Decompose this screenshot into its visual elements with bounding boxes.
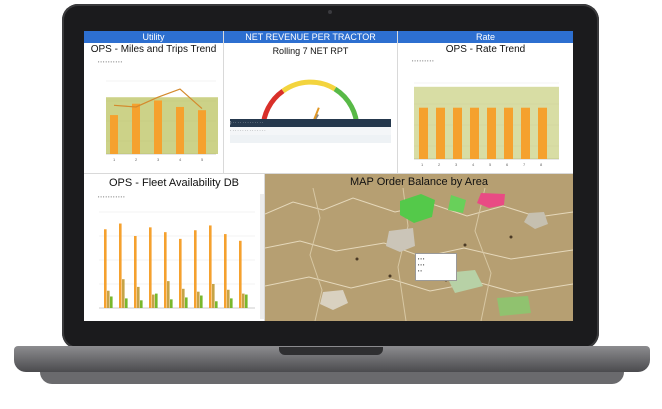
miles-trips-x-tick: 4: [179, 157, 182, 162]
rate-x-tick: 7: [523, 162, 526, 167]
fleet-bar: [224, 234, 227, 308]
net-rpt-data-row: · · · · · · · · · · · · · · ·: [230, 127, 391, 135]
fleet-bar: [230, 298, 233, 308]
rate-bar: [487, 107, 496, 159]
dashboard-screen: Utility OPS - Miles and Trips Trend ▪ ▪ …: [84, 31, 573, 321]
fleet-bar: [197, 291, 200, 308]
rate-bar: [419, 107, 428, 159]
miles-trips-title: OPS - Miles and Trips Trend: [90, 44, 217, 55]
fleet-bar: [194, 230, 197, 308]
laptop-base-shadow: [40, 372, 624, 384]
fleet-bar: [149, 227, 152, 308]
map-panel: MAP Order Balance by Area: [265, 174, 573, 321]
fleet-bar: [242, 293, 245, 308]
miles-trips-chart: 1 2 3 4 5: [106, 80, 218, 162]
rate-area: [414, 86, 559, 159]
rate-x-tick: 6: [506, 162, 509, 167]
miles-trips-x-tick: 1: [113, 157, 116, 162]
rate-bar: [521, 107, 530, 159]
fleet-bar: [167, 281, 170, 308]
rate-x-tick: 4: [472, 162, 475, 167]
miles-trips-bar: [132, 103, 140, 154]
panel-divider: [223, 31, 224, 173]
rate-panel: Rate OPS - Rate Trend ▪ ▪ ▪ ▪ ▪ ▪ ▪ ▪ ▪ …: [398, 31, 573, 173]
fleet-bar: [245, 294, 248, 308]
rate-chart: 1 2 3 4 5 6 7 8: [414, 82, 559, 167]
map-title: MAP Order Balance by Area: [350, 176, 488, 188]
panel-divider: [264, 174, 265, 321]
panel-header-net-revenue: NET REVENUE PER TRACTOR: [224, 31, 397, 43]
miles-trips-bar: [154, 100, 162, 154]
fleet-chart: [99, 211, 255, 309]
panel-divider: [84, 173, 573, 174]
panel-header-rate: Rate: [398, 31, 573, 43]
miles-trips-bar: [198, 110, 206, 154]
panel-divider: [397, 31, 398, 173]
fleet-bar: [179, 238, 182, 308]
fleet-bar: [212, 284, 215, 308]
fleet-bar: [122, 279, 125, 308]
fleet-bar: [170, 299, 173, 308]
panel-header-utility: Utility: [84, 31, 223, 43]
fleet-legend: ▪ ▪ ▪ ▪ ▪ ▪ ▪ ▪ ▪ ▪ ▪: [98, 194, 125, 199]
fleet-bar: [209, 225, 212, 308]
rate-legend: ▪ ▪ ▪ ▪ ▪ ▪ ▪ ▪ ▪: [412, 58, 434, 63]
fleet-bar: [110, 296, 113, 308]
fleet-bar: [182, 288, 185, 308]
miles-trips-x-tick: 3: [157, 157, 160, 162]
fleet-bar: [104, 229, 107, 308]
miles-trips-bar: [110, 115, 118, 154]
fleet-bar: [185, 297, 188, 308]
net-rpt-sub-row: [230, 135, 391, 143]
fleet-bar: [125, 298, 128, 308]
fleet-title: OPS - Fleet Availability DB: [108, 177, 239, 189]
camera-icon: [328, 10, 332, 14]
rate-x-tick: 8: [540, 162, 543, 167]
map-tooltip: ▪ ▪ ▪ ▪ ▪ ▪ ▪ ▪: [415, 253, 457, 281]
rate-bar: [504, 107, 513, 159]
fleet-bar: [215, 301, 218, 308]
fleet-scrollbar[interactable]: [260, 194, 264, 319]
fleet-bar: [227, 289, 230, 308]
miles-trips-legend: ▪ ▪ ▪ ▪ ▪ ▪ ▪ ▪ ▪ ▪: [98, 59, 123, 64]
miles-trips-bar: [176, 106, 184, 154]
fleet-bar: [107, 290, 110, 308]
rate-x-tick: 3: [455, 162, 458, 167]
miles-trips-x-tick: 5: [201, 157, 204, 162]
miles-trips-panel: Utility OPS - Miles and Trips Trend ▪ ▪ …: [84, 31, 223, 173]
rate-bar: [538, 107, 547, 159]
laptop-notch: [279, 347, 383, 355]
fleet-bar: [164, 232, 167, 308]
net-rpt-header-row: ⟩ · · · · · · · · · · · · ·: [230, 119, 391, 127]
net-rpt-title: Rolling 7 NET RPT: [272, 46, 349, 56]
fleet-bar: [140, 300, 143, 308]
fleet-bar: [137, 286, 140, 308]
fleet-panel: OPS - Fleet Availability DB ▪ ▪ ▪ ▪ ▪ ▪ …: [84, 174, 264, 321]
fleet-bar: [155, 293, 158, 308]
rate-bar: [436, 107, 445, 159]
rate-x-tick: 2: [438, 162, 441, 167]
fleet-bar: [119, 223, 122, 308]
rate-x-tick: 5: [489, 162, 492, 167]
rate-bar: [470, 107, 479, 159]
fleet-bar: [200, 295, 203, 308]
miles-trips-x-tick: 2: [135, 157, 138, 162]
fleet-bar: [239, 240, 242, 308]
net-rpt-panel: NET REVENUE PER TRACTOR Rolling 7 NET RP…: [224, 31, 397, 173]
rate-bar: [453, 107, 462, 159]
fleet-bar: [152, 294, 155, 308]
rate-title: OPS - Rate Trend: [445, 44, 526, 55]
fleet-bar: [134, 236, 137, 308]
miles-trips-line: [113, 88, 203, 110]
rate-x-tick: 1: [421, 162, 424, 167]
